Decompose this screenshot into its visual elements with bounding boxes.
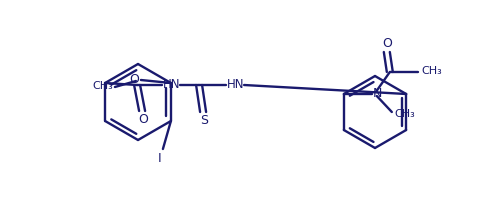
Text: CH₃: CH₃ <box>92 81 113 91</box>
Text: O: O <box>138 112 148 125</box>
Text: CH₃: CH₃ <box>393 109 414 119</box>
Text: O: O <box>129 73 138 86</box>
Text: O: O <box>381 37 391 50</box>
Text: I: I <box>158 151 161 164</box>
Text: N: N <box>372 86 382 99</box>
Text: HN: HN <box>163 78 181 90</box>
Text: HN: HN <box>227 78 244 90</box>
Text: CH₃: CH₃ <box>421 66 441 76</box>
Text: S: S <box>200 114 208 127</box>
